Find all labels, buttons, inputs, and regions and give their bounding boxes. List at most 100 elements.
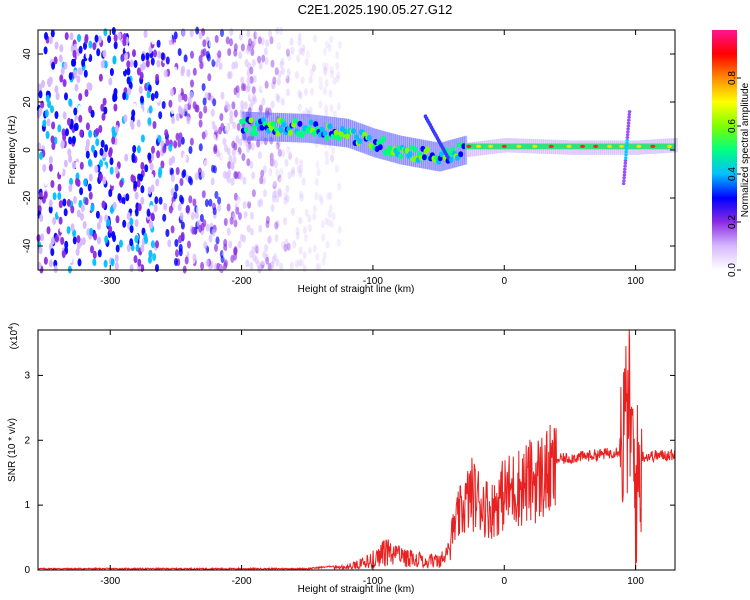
noise-speckle xyxy=(246,76,251,85)
noise-speckle xyxy=(273,180,278,189)
noise-speckle xyxy=(310,187,315,196)
noise-speckle xyxy=(229,110,234,119)
noise-speckle xyxy=(73,43,78,52)
noise-speckle xyxy=(133,255,138,264)
noise-speckle xyxy=(267,262,272,271)
noise-speckle xyxy=(66,198,71,207)
noise-speckle xyxy=(249,75,254,84)
noise-speckle xyxy=(230,254,235,263)
y-tick-label: -20 xyxy=(22,190,33,205)
noise-speckle xyxy=(150,240,155,249)
noise-speckle xyxy=(267,235,272,244)
noise-speckle xyxy=(226,203,231,212)
noise-speckle xyxy=(323,182,328,191)
x-tick-label: 0 xyxy=(501,276,507,287)
noise-speckle xyxy=(226,227,231,236)
noise-speckle xyxy=(268,198,273,207)
noise-speckle xyxy=(183,247,188,256)
y-tick-label: 20 xyxy=(22,96,33,108)
signal-blob xyxy=(248,117,254,124)
noise-speckle xyxy=(136,119,141,128)
spike-feature xyxy=(627,113,632,116)
noise-speckle xyxy=(76,75,81,84)
noise-speckle xyxy=(77,258,82,267)
noise-speckle xyxy=(252,38,257,46)
noise-speckle xyxy=(262,165,267,174)
noise-speckle xyxy=(275,195,280,204)
spike-feature xyxy=(627,115,631,119)
noise-speckle xyxy=(306,242,311,251)
noise-speckle xyxy=(220,29,224,37)
noise-speckle xyxy=(139,71,144,80)
signal-blob xyxy=(330,133,336,140)
noise-speckle xyxy=(110,178,115,186)
noise-speckle xyxy=(170,225,175,234)
noise-speckle xyxy=(59,44,64,53)
spike-feature xyxy=(625,141,629,145)
noise-speckle xyxy=(276,95,281,103)
noise-speckle xyxy=(81,237,86,246)
noise-speckle xyxy=(138,108,143,116)
noise-speckle xyxy=(122,105,127,114)
noise-speckle xyxy=(202,97,207,106)
noise-speckle xyxy=(57,192,62,201)
noise-speckle xyxy=(252,253,257,262)
signal-band xyxy=(369,127,373,156)
noise-speckle xyxy=(221,98,226,107)
noise-speckle xyxy=(237,240,242,249)
noise-speckle xyxy=(322,86,327,95)
signal-blob xyxy=(333,129,339,136)
noise-speckle xyxy=(130,174,135,183)
noise-speckle xyxy=(188,195,193,204)
noise-speckle xyxy=(260,169,265,178)
noise-speckle xyxy=(64,32,69,41)
noise-speckle xyxy=(151,36,156,45)
noise-speckle xyxy=(330,70,335,79)
noise-speckle xyxy=(314,178,319,186)
noise-speckle xyxy=(108,225,113,234)
noise-speckle xyxy=(58,216,63,225)
noise-speckle xyxy=(273,208,278,217)
noise-speckle xyxy=(301,44,306,53)
noise-speckle xyxy=(336,239,341,247)
noise-speckle xyxy=(48,205,53,214)
noise-speckle xyxy=(249,250,254,259)
noise-speckle xyxy=(187,240,191,249)
noise-speckle xyxy=(48,259,53,268)
noise-speckle xyxy=(180,68,185,77)
noise-speckle xyxy=(150,57,155,66)
noise-speckle xyxy=(323,177,327,186)
spike-feature xyxy=(625,136,630,139)
noise-speckle xyxy=(307,214,312,223)
noise-speckle xyxy=(152,121,157,129)
signal-blob xyxy=(281,121,287,128)
noise-speckle xyxy=(114,262,119,270)
noise-speckle xyxy=(281,79,286,88)
noise-speckle xyxy=(249,160,254,169)
colorbar-ticks: 0.0 0.2 0.4 0.6 0.8 xyxy=(727,71,741,277)
noise-speckle xyxy=(129,225,134,234)
noise-speckle xyxy=(333,147,338,156)
noise-speckle xyxy=(268,168,273,177)
noise-speckle xyxy=(168,32,173,41)
noise-speckle xyxy=(163,69,168,78)
x-tick-label: -100 xyxy=(363,276,383,287)
noise-speckle xyxy=(317,262,322,271)
noise-speckle xyxy=(97,35,102,44)
noise-speckle xyxy=(317,186,322,195)
noise-speckle xyxy=(307,234,312,243)
noise-speckle xyxy=(325,115,330,124)
noise-speckle xyxy=(140,42,145,51)
noise-speckle xyxy=(77,105,82,114)
noise-speckle xyxy=(230,161,234,170)
noise-speckle xyxy=(299,190,304,199)
noise-speckle xyxy=(148,105,153,114)
noise-speckle xyxy=(245,259,250,268)
noise-speckle xyxy=(275,92,280,101)
noise-speckle xyxy=(257,55,262,64)
noise-speckle xyxy=(50,29,55,38)
noise-speckle xyxy=(134,219,139,227)
noise-speckle xyxy=(195,104,200,113)
noise-speckle xyxy=(181,28,186,37)
noise-speckle xyxy=(210,177,215,186)
